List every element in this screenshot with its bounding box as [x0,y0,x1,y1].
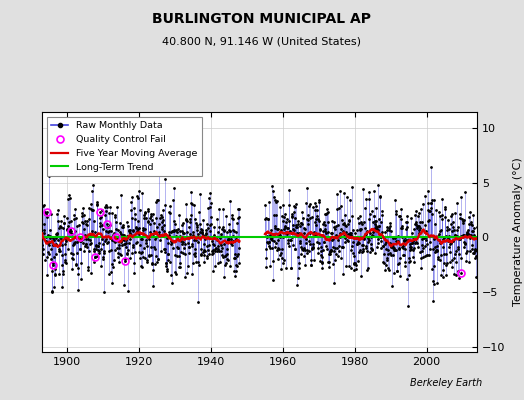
Text: Berkeley Earth: Berkeley Earth [410,378,482,388]
Text: 40.800 N, 91.146 W (United States): 40.800 N, 91.146 W (United States) [162,36,362,46]
Y-axis label: Temperature Anomaly (°C): Temperature Anomaly (°C) [514,158,523,306]
Text: BURLINGTON MUNICIPAL AP: BURLINGTON MUNICIPAL AP [152,12,372,26]
Legend: Raw Monthly Data, Quality Control Fail, Five Year Moving Average, Long-Term Tren: Raw Monthly Data, Quality Control Fail, … [47,117,202,176]
